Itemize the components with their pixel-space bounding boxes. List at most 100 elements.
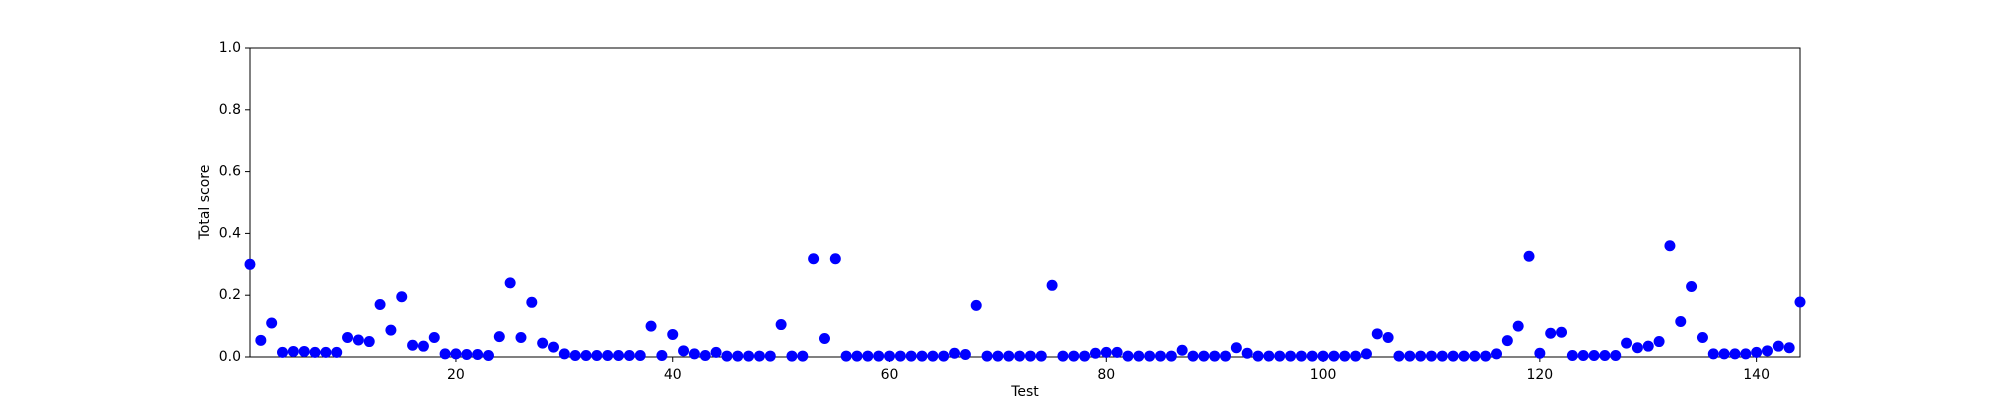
point: [645, 320, 657, 332]
point: [1209, 350, 1221, 362]
point: [949, 347, 961, 359]
point: [688, 348, 700, 360]
point: [298, 345, 310, 357]
point: [526, 296, 538, 308]
point: [764, 350, 776, 362]
point: [1100, 346, 1112, 358]
x-tick-label: 120: [1526, 367, 1553, 383]
point: [1696, 332, 1708, 344]
x-tick-label: 20: [447, 367, 465, 383]
point: [699, 349, 711, 361]
point: [1610, 349, 1622, 361]
point: [775, 319, 787, 331]
point: [1491, 348, 1503, 360]
point: [992, 350, 1004, 362]
point: [547, 341, 559, 353]
point: [1740, 348, 1752, 360]
point: [970, 299, 982, 311]
point: [1035, 350, 1047, 362]
point: [428, 332, 440, 344]
point: [1176, 344, 1188, 356]
point: [1436, 350, 1448, 362]
point: [1642, 340, 1654, 352]
point: [656, 349, 668, 361]
point: [1761, 345, 1773, 357]
y-tick-label: 1.0: [219, 40, 241, 56]
point: [1230, 342, 1242, 354]
x-tick-label: 40: [664, 367, 682, 383]
point: [927, 350, 939, 362]
point: [363, 336, 375, 348]
point: [916, 350, 928, 362]
point: [1328, 350, 1340, 362]
x-tick-label: 140: [1743, 367, 1770, 383]
point: [959, 349, 971, 361]
x-axis-label: Test: [1010, 384, 1039, 400]
point: [580, 349, 592, 361]
point: [1068, 350, 1080, 362]
point: [1707, 348, 1719, 360]
point: [1339, 350, 1351, 362]
point: [569, 349, 581, 361]
point: [1133, 350, 1145, 362]
point: [1458, 350, 1470, 362]
point: [255, 334, 267, 346]
point: [1079, 350, 1091, 362]
point: [894, 350, 906, 362]
point: [1371, 328, 1383, 340]
point: [818, 332, 830, 344]
y-axis-label: Total score: [197, 165, 213, 241]
point: [840, 350, 852, 362]
point: [504, 277, 516, 289]
point: [1252, 350, 1264, 362]
point: [1556, 326, 1568, 338]
y-tick-label: 0.4: [219, 225, 241, 241]
point: [1686, 281, 1698, 293]
point: [320, 346, 332, 358]
point: [1046, 279, 1058, 291]
point: [331, 346, 343, 358]
point: [309, 346, 321, 358]
point: [1794, 296, 1806, 308]
point: [602, 349, 614, 361]
point: [1057, 350, 1069, 362]
point: [1545, 327, 1557, 339]
point: [1447, 350, 1459, 362]
point: [1621, 337, 1633, 349]
point: [851, 350, 863, 362]
point: [1404, 350, 1416, 362]
point: [1566, 349, 1578, 361]
x-tick-label: 80: [1097, 367, 1115, 383]
point: [1729, 348, 1741, 360]
point: [981, 350, 993, 362]
point: [1360, 348, 1372, 360]
point: [385, 324, 397, 336]
point: [1350, 350, 1362, 362]
point: [266, 317, 278, 329]
point: [450, 348, 462, 360]
point: [1534, 347, 1546, 359]
point: [1783, 342, 1795, 354]
point: [732, 350, 744, 362]
point: [374, 298, 386, 310]
point: [710, 346, 722, 358]
point: [1295, 350, 1307, 362]
point: [1263, 350, 1275, 362]
point: [1393, 350, 1405, 362]
point: [1653, 336, 1665, 348]
point: [1675, 315, 1687, 327]
point: [1523, 250, 1535, 262]
point: [623, 349, 635, 361]
point: [1718, 348, 1730, 360]
point: [808, 253, 820, 265]
point: [634, 349, 646, 361]
point: [537, 337, 549, 349]
point: [277, 346, 289, 358]
point: [678, 345, 690, 357]
point: [905, 350, 917, 362]
point: [287, 345, 299, 357]
point: [1220, 350, 1232, 362]
point: [493, 331, 505, 343]
point: [482, 349, 494, 361]
point: [1024, 350, 1036, 362]
